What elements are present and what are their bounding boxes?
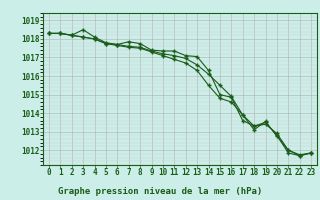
Text: Graphe pression niveau de la mer (hPa): Graphe pression niveau de la mer (hPa) <box>58 187 262 196</box>
